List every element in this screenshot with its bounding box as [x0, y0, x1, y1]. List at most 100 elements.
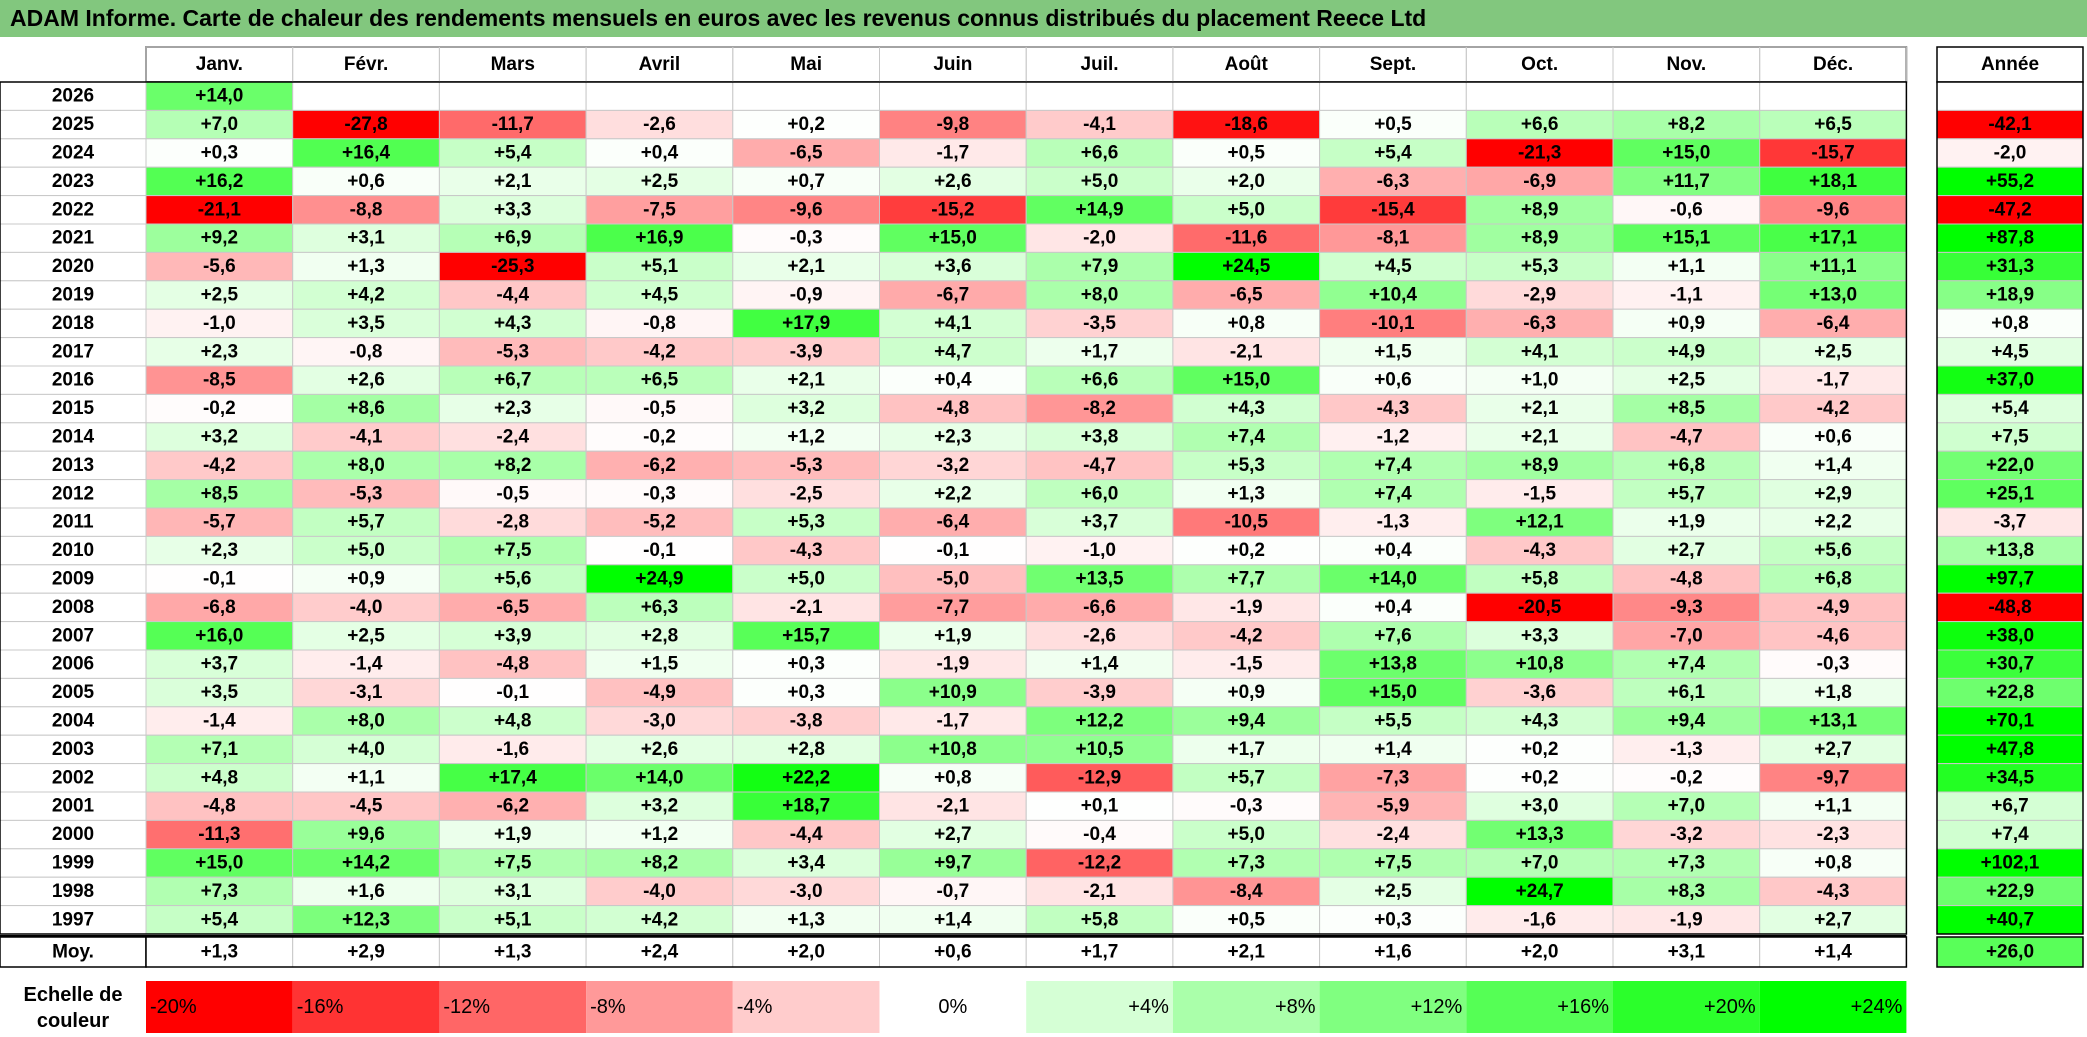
heatmap-cell	[1465, 365, 1614, 395]
table-border	[0, 81, 1908, 935]
heatmap-cell-value: -3,2	[936, 455, 969, 476]
average-row-border	[145, 936, 1908, 968]
heatmap-cell	[585, 450, 734, 481]
heatmap-cell	[879, 535, 1027, 566]
heatmap-cell	[292, 649, 440, 679]
heatmap-cell	[1465, 280, 1614, 310]
heatmap-cell-value: -2,4	[1377, 824, 1410, 845]
year-cell	[0, 166, 147, 197]
heatmap-cell	[732, 166, 880, 197]
average-value: +1,7	[1081, 942, 1119, 963]
heatmap-cell-value: +4,8	[201, 767, 239, 788]
heatmap-cell-value: +7,4	[1227, 427, 1265, 448]
month-header-label: Sept.	[1370, 54, 1416, 75]
color-scale-title: Echelle de couleur	[24, 984, 123, 1032]
heatmap-cell-value: +5,7	[347, 512, 385, 533]
heatmap-cell-value: -8,4	[1230, 881, 1263, 902]
heatmap-cell-value: +0,4	[934, 370, 972, 391]
heatmap-cell-value: +10,8	[929, 739, 977, 760]
year-total-header-label: Année	[1981, 54, 2039, 75]
heatmap-cell-value: +22,2	[782, 767, 830, 788]
month-header-label: Juil.	[1081, 54, 1119, 75]
color-scale-swatch	[292, 981, 440, 1033]
heatmap-cell-value: -25,3	[491, 256, 534, 277]
heatmap-cell-value: +9,4	[1227, 711, 1265, 732]
heatmap-cell-value: +2,5	[201, 285, 239, 306]
heatmap-cell-value: +1,1	[1814, 796, 1852, 817]
heatmap-cell	[1759, 251, 1907, 282]
heatmap-cell-value: +7,5	[494, 540, 532, 561]
heatmap-cell-value: +0,4	[1374, 540, 1412, 561]
heatmap-cell-value: +8,0	[347, 711, 385, 732]
heatmap-cell	[1465, 138, 1614, 168]
year-label: 2002	[52, 767, 94, 788]
heatmap-cell-value: +2,1	[787, 256, 825, 277]
heatmap-cell-value: +4,5	[641, 285, 679, 306]
heatmap-cell-value: -6,2	[643, 455, 676, 476]
heatmap-cell-value: +5,1	[641, 256, 679, 277]
heatmap-cell-value: +1,8	[1814, 682, 1852, 703]
heatmap-cell	[438, 763, 587, 793]
month-header-label: Janv.	[196, 54, 243, 75]
heatmap-cell-value: -1,5	[1230, 654, 1263, 675]
heatmap-cell	[1612, 109, 1761, 140]
year-label: 1999	[52, 853, 94, 874]
heatmap-cell-value: +9,2	[201, 228, 239, 249]
heatmap-cell-value: +13,5	[1076, 569, 1125, 590]
heatmap-cell	[1759, 905, 1907, 935]
heatmap-cell-value: +3,7	[201, 654, 239, 675]
heatmap-cell-value: -0,9	[790, 285, 823, 306]
average-total-value: +26,0	[1986, 942, 2034, 963]
heatmap-cell	[1612, 564, 1761, 594]
heatmap-cell	[438, 422, 587, 452]
heatmap-cell-value: -6,4	[936, 512, 969, 533]
year-total-cell	[1936, 706, 2084, 736]
heatmap-cell-value: +0,8	[934, 767, 972, 788]
heatmap-cell-value: +8,9	[1521, 228, 1559, 249]
heatmap-cell	[585, 592, 734, 623]
heatmap-cell	[145, 109, 294, 140]
heatmap-cell-value: -0,3	[1230, 796, 1263, 817]
heatmap-cell-value: +8,6	[347, 398, 385, 419]
heatmap-cell	[879, 876, 1027, 907]
heatmap-cell-value: -6,5	[1230, 285, 1263, 306]
heatmap-cell	[292, 479, 440, 509]
heatmap-cell	[1025, 592, 1174, 623]
heatmap-cell-value: -5,3	[790, 455, 823, 476]
heatmap-cell-value: +2,7	[1668, 540, 1706, 561]
heatmap-cell-value: -3,0	[643, 711, 676, 732]
heatmap-cell	[732, 706, 880, 736]
heatmap-cell	[438, 81, 587, 111]
heatmap-cell-value: -1,6	[496, 739, 529, 760]
heatmap-cell-value: -9,8	[936, 114, 969, 135]
heatmap-cell-value: +7,3	[1227, 853, 1265, 874]
heatmap-cell	[1025, 138, 1174, 168]
year-total-value: +7,4	[1991, 824, 2029, 845]
color-scale-label: +16%	[1557, 996, 1609, 1018]
heatmap-cell-value: -11,3	[198, 824, 240, 845]
heatmap-cell-value: -0,2	[643, 427, 676, 448]
heatmap-cell-value: -20,5	[1518, 597, 1562, 618]
year-total-value: +18,9	[1986, 285, 2034, 306]
heatmap-cell	[585, 734, 734, 765]
heatmap-cell	[292, 592, 440, 623]
heatmap-cell	[1319, 422, 1467, 452]
year-label: 2014	[52, 427, 95, 448]
heatmap-cell-value: +3,2	[201, 427, 239, 448]
year-cell	[0, 81, 147, 111]
year-label: 2007	[52, 625, 94, 646]
heatmap-cell	[1759, 81, 1907, 111]
heatmap-cell	[145, 138, 294, 168]
heatmap-cell-value: +5,4	[201, 909, 239, 930]
year-total-value: +5,4	[1991, 398, 2029, 419]
heatmap-cell	[732, 422, 880, 452]
heatmap-cell-value: +8,0	[347, 455, 385, 476]
heatmap-cell-value: -4,5	[350, 796, 383, 817]
heatmap-cell-value: +5,0	[347, 540, 385, 561]
color-scale-swatch	[732, 981, 880, 1033]
color-scale-swatch	[1026, 981, 1173, 1033]
heatmap-cell-value: +3,2	[641, 796, 679, 817]
average-value: +1,6	[1374, 942, 1412, 963]
heatmap-cell	[1172, 337, 1321, 367]
heatmap-cell	[1025, 564, 1174, 594]
